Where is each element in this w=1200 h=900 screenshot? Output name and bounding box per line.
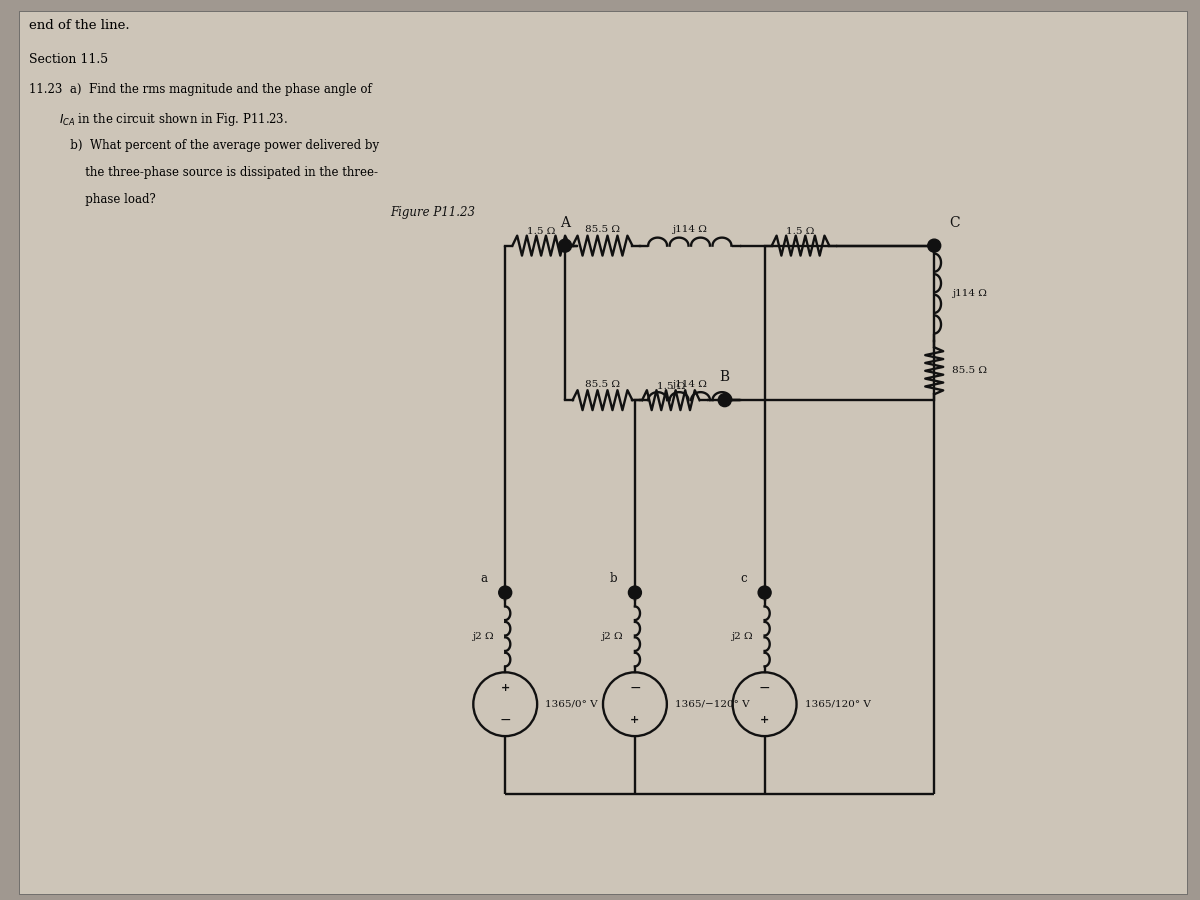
Text: −: −	[758, 681, 770, 696]
Text: the three-phase source is dissipated in the three-: the three-phase source is dissipated in …	[29, 166, 378, 179]
Text: A: A	[560, 216, 570, 230]
Text: 1.5 Ω: 1.5 Ω	[527, 227, 556, 236]
Text: $I_{CA}$ in the circuit shown in Fig. P11.23.: $I_{CA}$ in the circuit shown in Fig. P1…	[59, 111, 288, 128]
Text: 1365/0° V: 1365/0° V	[545, 699, 598, 708]
Text: phase load?: phase load?	[29, 193, 156, 206]
Text: a: a	[480, 572, 487, 585]
Text: c: c	[740, 572, 746, 585]
Text: −: −	[629, 681, 641, 696]
Text: 11.23  a)  Find the rms magnitude and the phase angle of: 11.23 a) Find the rms magnitude and the …	[29, 83, 372, 96]
Text: +: +	[630, 716, 640, 725]
Circle shape	[719, 393, 731, 407]
Text: Figure P11.23: Figure P11.23	[390, 206, 475, 220]
Circle shape	[928, 239, 941, 252]
Circle shape	[558, 239, 571, 252]
Text: j2 Ω: j2 Ω	[601, 632, 623, 641]
Text: j114 Ω: j114 Ω	[952, 289, 988, 298]
Text: B: B	[720, 370, 730, 384]
FancyBboxPatch shape	[19, 12, 1187, 894]
Text: +: +	[500, 683, 510, 693]
Text: 1.5 Ω: 1.5 Ω	[786, 227, 815, 236]
Circle shape	[758, 586, 772, 599]
Text: Section 11.5: Section 11.5	[29, 53, 108, 67]
Text: 1365/−120° V: 1365/−120° V	[674, 699, 750, 708]
Text: +: +	[760, 716, 769, 725]
Text: 1.5 Ω: 1.5 Ω	[656, 382, 685, 391]
Text: end of the line.: end of the line.	[29, 19, 130, 32]
Circle shape	[629, 586, 642, 599]
Text: b: b	[610, 572, 617, 585]
Text: C: C	[949, 216, 960, 230]
Text: j2 Ω: j2 Ω	[731, 632, 752, 641]
Text: j114 Ω: j114 Ω	[672, 380, 707, 389]
Text: b)  What percent of the average power delivered by: b) What percent of the average power del…	[29, 139, 379, 152]
Text: 85.5 Ω: 85.5 Ω	[584, 225, 620, 234]
Text: 85.5 Ω: 85.5 Ω	[584, 380, 620, 389]
Text: j114 Ω: j114 Ω	[672, 225, 707, 234]
Text: 85.5 Ω: 85.5 Ω	[952, 366, 988, 375]
Circle shape	[499, 586, 511, 599]
Text: −: −	[499, 713, 511, 727]
Text: j2 Ω: j2 Ω	[472, 632, 493, 641]
Text: 1365/120° V: 1365/120° V	[804, 699, 870, 708]
